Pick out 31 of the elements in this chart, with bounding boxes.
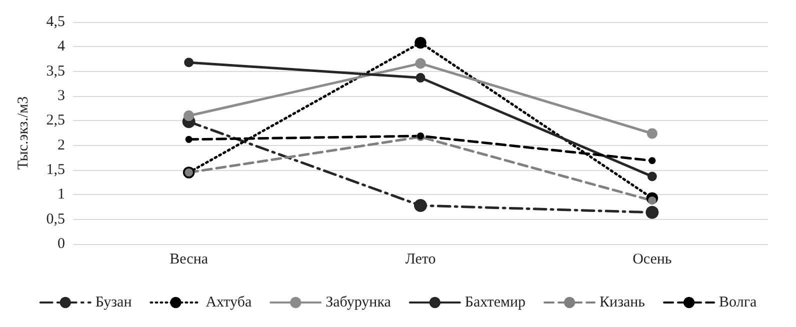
- y-tick-label: 4,5: [46, 14, 65, 30]
- y-tick-label: 2,5: [46, 112, 65, 129]
- y-tick-label: 1,5: [46, 162, 65, 178]
- point: [646, 206, 659, 219]
- y-tick-label: 1: [58, 186, 65, 203]
- point: [185, 136, 192, 143]
- point: [184, 58, 194, 68]
- y-tick-label: 4: [58, 38, 66, 55]
- legend-label: Бахтемир: [464, 294, 526, 310]
- y-tick-label: 3: [58, 88, 65, 104]
- x-tick-label: Осень: [632, 252, 672, 268]
- point: [416, 73, 426, 82]
- point: [415, 58, 426, 69]
- x-tick-label: Лето: [405, 252, 436, 268]
- y-tick-label: 2: [58, 137, 65, 154]
- y-tick-label: 3,5: [46, 63, 65, 80]
- y-tick-label: 0,5: [46, 211, 65, 228]
- x-tick-label: Весна: [170, 252, 208, 268]
- point: [414, 199, 427, 212]
- point: [184, 110, 194, 122]
- legend-label: Забурунка: [326, 294, 392, 310]
- point: [414, 36, 426, 49]
- y-axis-title: Тыс.экз./м3: [16, 96, 32, 170]
- point: [648, 157, 656, 164]
- legend-label: Кизань: [600, 294, 646, 310]
- point: [647, 172, 657, 182]
- point: [646, 128, 658, 139]
- legend-label: Волга: [719, 294, 757, 310]
- legend-label: Ахтуба: [206, 294, 252, 310]
- y-tick-label: 0: [58, 236, 65, 252]
- legend-label: Бузан: [95, 294, 132, 310]
